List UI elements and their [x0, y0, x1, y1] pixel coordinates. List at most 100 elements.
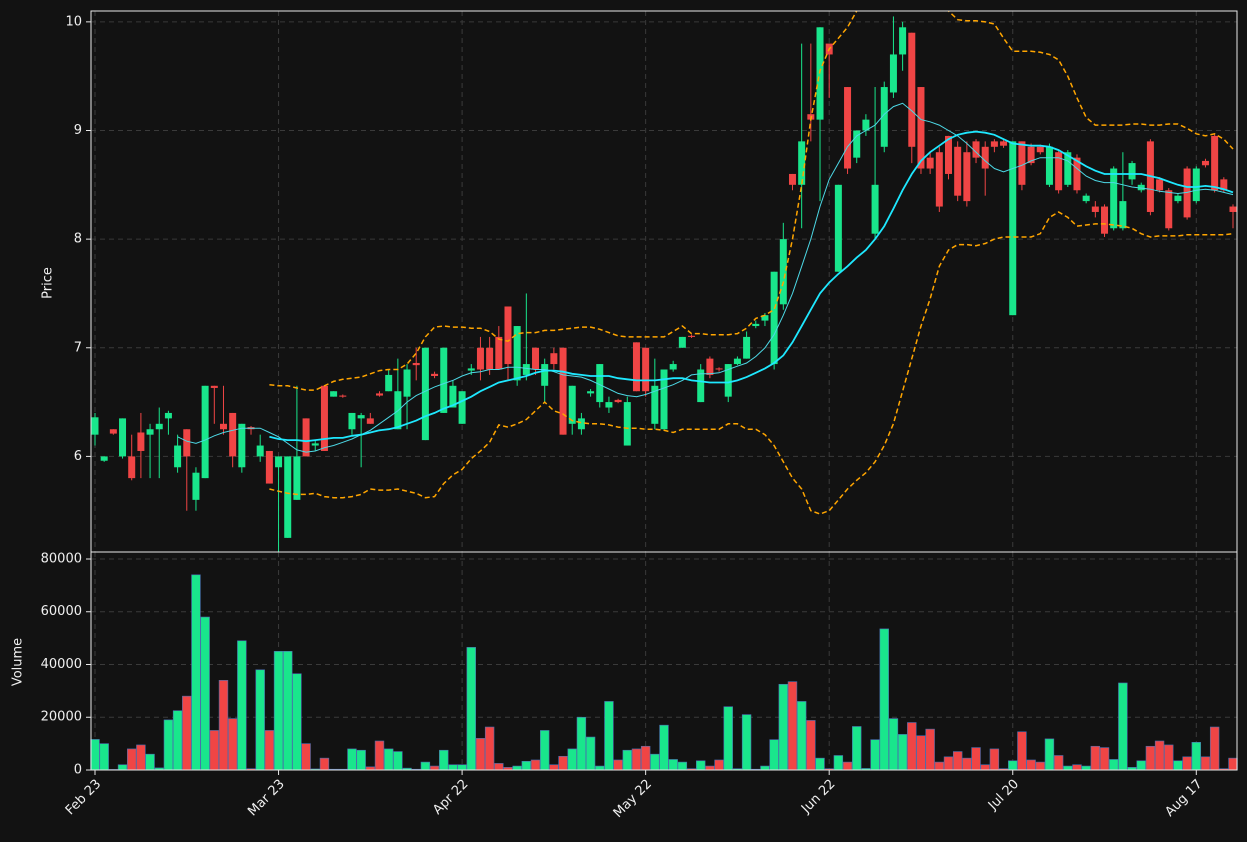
volume-bar [952, 751, 963, 771]
volume-bar [347, 748, 357, 771]
volume-bar [888, 718, 899, 771]
volume-bar [356, 749, 366, 771]
volume-bar [650, 753, 660, 771]
candle-body [1045, 146, 1053, 185]
volume-bar [622, 749, 632, 771]
volume-bar [521, 760, 532, 771]
candle-body [431, 373, 439, 377]
volume-bar [1118, 682, 1128, 771]
candle-body [853, 130, 861, 158]
candle-body [330, 391, 338, 397]
candle-body [128, 456, 136, 479]
candle-body [917, 87, 925, 169]
volume-bar [1136, 760, 1146, 771]
candle-body [1165, 190, 1173, 229]
volume-bar [1228, 757, 1238, 771]
candle-body [559, 347, 567, 435]
candle-body [412, 362, 420, 366]
volume-bar [475, 738, 486, 771]
volume-bar [705, 765, 715, 771]
volume-bar [833, 755, 844, 771]
candle-body [862, 119, 870, 131]
candle-body [201, 385, 209, 479]
volume-bar [420, 761, 431, 771]
candle-body [605, 402, 613, 408]
candle-body [91, 417, 99, 435]
volume-bar [815, 757, 825, 771]
volume-bar [897, 734, 908, 771]
overlay-line [269, 211, 1234, 515]
volume-bar [714, 759, 724, 771]
candle-body [458, 391, 466, 424]
volume-bar [1164, 744, 1174, 771]
candle-body [596, 364, 604, 403]
volume-bar [549, 764, 559, 771]
candle-body [844, 87, 852, 169]
volume-bar [567, 748, 577, 771]
candle-body [660, 369, 668, 430]
overlay-line [269, 130, 1234, 443]
candle-body [972, 141, 980, 158]
volume-bar [466, 647, 476, 771]
volume-bar [989, 748, 1000, 771]
volume-bar [879, 628, 889, 771]
volume-bar [1145, 745, 1156, 771]
candle-body [788, 173, 796, 185]
candle-body [1128, 163, 1136, 180]
volume-bar [576, 716, 587, 771]
volume-bar [163, 719, 174, 771]
volume-bar [1173, 760, 1183, 771]
candle-body [871, 184, 879, 234]
volume-bar [677, 761, 688, 771]
candle-body [623, 402, 631, 446]
candle-body [174, 445, 182, 468]
candle-body [513, 326, 521, 381]
volume-bar [200, 616, 210, 771]
y-tick-label: 8 [74, 232, 82, 247]
volume-bar [1200, 756, 1211, 771]
candle-body [1000, 141, 1008, 146]
candle-body [302, 418, 310, 457]
candle-body [219, 423, 227, 430]
volume-bar [512, 765, 522, 771]
volume-bar [916, 735, 926, 771]
candle-body [1082, 195, 1090, 202]
volume-bar [273, 651, 284, 771]
candle-body [275, 456, 283, 468]
volume-bar [1090, 745, 1101, 771]
volume-bar [218, 680, 229, 771]
candle-body [183, 429, 191, 457]
volume-bar [741, 714, 752, 771]
candle-body [587, 391, 595, 394]
candle-body [614, 399, 622, 403]
y-tick-label: 6 [74, 449, 82, 464]
volume-bar [962, 757, 972, 771]
volume-bar [1108, 759, 1119, 771]
volume-bar [640, 745, 651, 771]
candle-body [715, 368, 723, 370]
candle-body [1055, 152, 1063, 191]
volume-bar [283, 651, 293, 771]
volume-bar [439, 749, 449, 771]
candle-body [1018, 141, 1026, 185]
candle-body [229, 412, 237, 457]
candle-body [403, 369, 411, 397]
volume-bar [980, 764, 990, 771]
candle-body [935, 152, 943, 207]
candle-body [210, 385, 218, 388]
volume-bar [595, 765, 605, 771]
y-tick-label: 60000 [41, 604, 82, 619]
candle-body [1027, 146, 1035, 164]
volume-bar [1026, 759, 1036, 771]
y-tick-label: 9 [74, 123, 82, 138]
candle-body [632, 342, 640, 392]
candle-body [522, 364, 530, 375]
volume-bar [778, 683, 789, 771]
candle-body [568, 385, 576, 424]
candle-body [495, 336, 503, 370]
candle-body [1119, 201, 1127, 229]
volume-bar [604, 701, 614, 771]
candle-body [990, 141, 998, 147]
volume-bar [1099, 747, 1110, 771]
candle-body [293, 456, 301, 500]
